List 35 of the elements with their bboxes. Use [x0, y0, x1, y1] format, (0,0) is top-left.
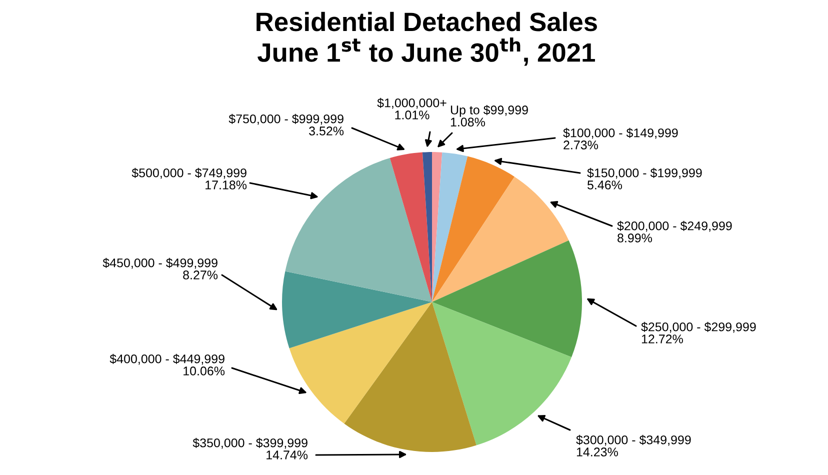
pie-slice [432, 302, 572, 446]
data-label: 2.73% [564, 140, 598, 150]
pie-slice [285, 158, 432, 302]
pie-slice [282, 271, 432, 348]
slice-label: $250,000 - $299,999 [641, 322, 756, 333]
data-label: 14.74% [266, 450, 308, 460]
slice-label: Up to $99,999 [450, 105, 528, 117]
pie-slice [432, 152, 468, 302]
chart-title: Residential Detached Sales June 1$^{st}$ to June 30$^{th}$, 2021 [256, 12, 597, 66]
pie-slice [344, 302, 476, 452]
pie-slice [390, 152, 432, 302]
slice-label: $450,000 - $499,999 [102, 258, 218, 269]
slice-label: $400,000 - $449,999 [110, 354, 224, 365]
data-label: 3.52% [309, 126, 344, 136]
data-label: 8.99% [618, 234, 652, 242]
pie-slice [432, 156, 515, 302]
slice-label: $1,000,000+ [377, 98, 446, 109]
pie-slice [432, 176, 569, 302]
slice-label: $350,000 - $399,999 [192, 438, 308, 449]
slice-label: $100,000 - $149,999 [563, 128, 678, 139]
slice-label: $200,000 - $249,999 [617, 220, 732, 232]
data-label: 8.27% [183, 270, 218, 280]
data-label: 10.06% [184, 366, 225, 376]
data-label: 12.72% [642, 334, 683, 344]
data-label: 17.18% [206, 180, 247, 190]
data-label: 14.23% [576, 448, 618, 456]
data-label: 5.46% [588, 180, 622, 190]
slice-label: $150,000 - $199,999 [587, 168, 702, 179]
data-label: 1.08% [450, 118, 485, 127]
slice-label: $500,000 - $749,999 [132, 168, 246, 179]
data-label: 1.01% [395, 110, 430, 120]
slice-label: $300,000 - $349,999 [576, 434, 691, 446]
slice-label: $750,000 - $999,999 [228, 114, 344, 125]
pie-slice [289, 302, 432, 424]
pie-slice [432, 240, 582, 358]
